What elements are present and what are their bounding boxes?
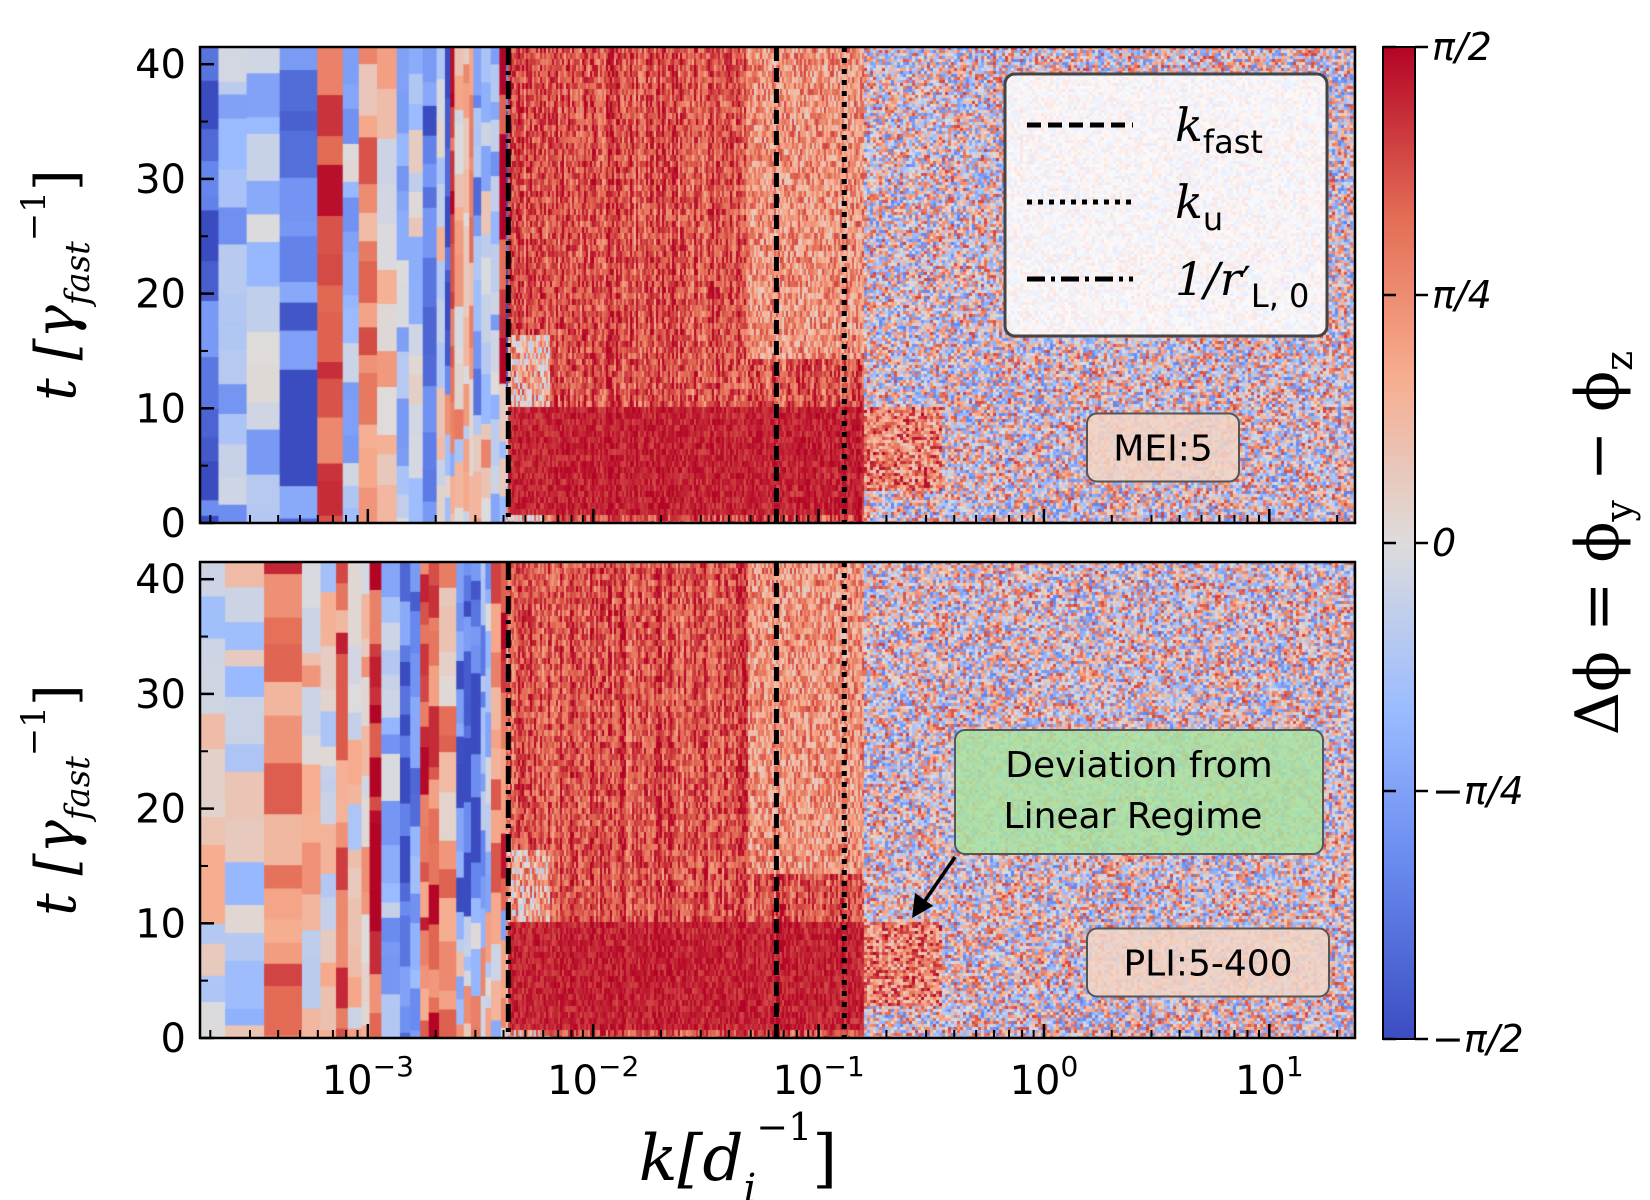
y-axis-label: t [γfast−1] — [14, 169, 98, 401]
annotation-arrow-shaft — [922, 856, 957, 903]
panel-tag-label: PLI:5-400 — [1123, 944, 1292, 985]
colorbar-label: Δϕ = ϕy − ϕz — [1563, 351, 1641, 735]
y-tick-label: 20 — [135, 787, 186, 833]
y-tick-label: 10 — [135, 901, 186, 947]
y-tick-label: 0 — [161, 501, 186, 547]
y-tick-label: 20 — [135, 272, 186, 318]
y-axis-label: t [γfast−1] — [14, 684, 98, 916]
panel-tag-label: MEI:5 — [1113, 429, 1212, 470]
colorbar-ticks: π/2 π/4 0 −π/4 −π/2 — [1383, 25, 1524, 1061]
colorbar-tick-label: −π/4 — [1432, 769, 1524, 813]
y-tick-label: 30 — [135, 672, 186, 718]
panel-top: 0 10 20 30 40 t [γfast−1] MEI:5 kfast ku 1/r′L, 0 — [14, 42, 1357, 547]
panel-tag-box — [1086, 412, 1240, 483]
x-tick-label: 10−3 — [322, 1050, 414, 1104]
plot-frame — [198, 45, 1357, 525]
y-tick-label: 40 — [135, 42, 186, 88]
annotation-line-1: Deviation from — [1005, 745, 1272, 786]
legend-box — [1003, 72, 1329, 338]
colorbar-tick-label: π/4 — [1432, 273, 1492, 317]
y-tick-label: 10 — [135, 386, 186, 432]
legend-label: ku — [1175, 175, 1223, 238]
colorbar: π/2 π/4 0 −π/4 −π/2 Δϕ = ϕy − ϕz — [1382, 25, 1641, 1061]
x-tick-label: 100 — [1010, 1050, 1079, 1104]
legend-label: kfast — [1175, 98, 1263, 161]
x-axis-label: k[di−1] — [639, 1105, 838, 1200]
colorbar-tick-label: 0 — [1432, 521, 1456, 565]
y-tick-label: 0 — [161, 1016, 186, 1062]
colorbar-tick-label: π/2 — [1432, 25, 1492, 69]
y-tick-label: 30 — [135, 157, 186, 203]
plot-frame — [198, 560, 1357, 1040]
legend: kfast ku 1/r′L, 0 — [1003, 72, 1329, 338]
annotation-arrow-head — [912, 893, 933, 918]
x-tick-label: 10−2 — [547, 1050, 639, 1104]
x-tick-label: 101 — [1235, 1050, 1304, 1104]
y-tick-label: 40 — [135, 557, 186, 603]
annotation-line-2: Linear Regime — [1004, 796, 1263, 837]
colorbar-tick-label: −π/2 — [1432, 1017, 1524, 1061]
annotation-box — [954, 729, 1324, 855]
panel-bottom: 0 10 20 30 40 10−3 10−2 10−1 100 101 t [γfast−1] PL… — [14, 557, 1357, 1104]
x-tick-label: 10−1 — [772, 1050, 864, 1104]
panel-tag-box — [1086, 927, 1330, 998]
legend-label: 1/r′L, 0 — [1175, 252, 1309, 315]
